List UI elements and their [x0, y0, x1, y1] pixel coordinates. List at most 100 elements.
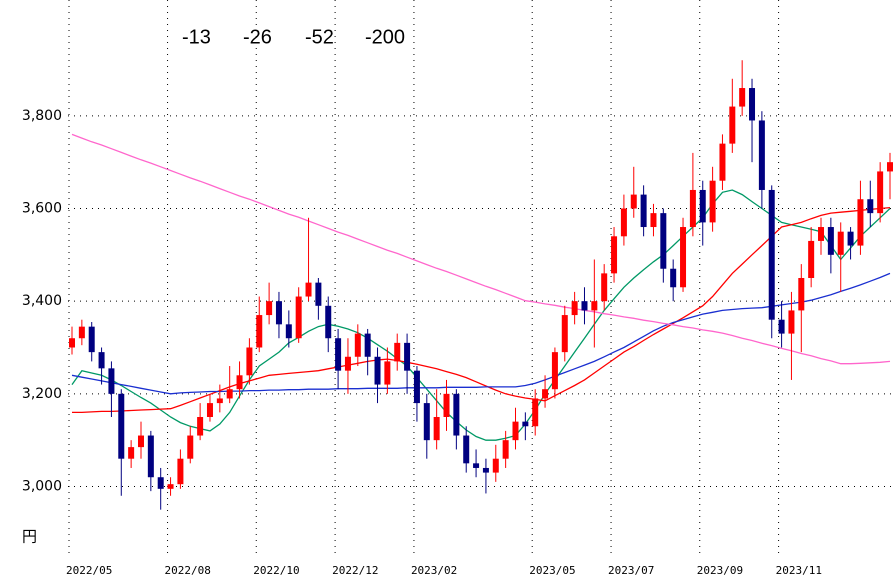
candle-body: [719, 143, 726, 181]
x-tick-label: 2022/08: [165, 564, 211, 577]
candle-body: [551, 352, 558, 390]
candle-body: [108, 368, 115, 394]
candle-body: [266, 301, 273, 316]
x-tick-label: 2023/09: [697, 564, 743, 577]
x-tick-label: 2022/12: [332, 564, 378, 577]
ma-line: [71, 189, 891, 441]
candle-body: [877, 171, 884, 214]
y-tick-label: 3,200: [22, 386, 62, 402]
x-tick-label: 2022/05: [66, 564, 112, 577]
candle-body: [463, 435, 470, 464]
candle-body: [660, 213, 667, 269]
y-unit: 円: [22, 528, 37, 546]
candle-body: [798, 278, 805, 311]
candle-body: [581, 301, 588, 311]
x-tick-label: 2023/07: [608, 564, 654, 577]
candle-body: [206, 403, 213, 417]
candle-body: [857, 199, 864, 246]
candle-body: [256, 315, 263, 348]
candle-body: [778, 319, 785, 334]
candle-body: [611, 236, 618, 274]
candle-body: [729, 106, 736, 144]
candle-body: [374, 356, 381, 385]
y-tick-label: 3,800: [22, 108, 62, 124]
candle-body: [867, 199, 874, 214]
y-tick-label: 3,400: [22, 293, 62, 309]
candle-body: [285, 324, 292, 339]
candle-body: [423, 403, 430, 441]
x-tick-label: 2023/05: [529, 564, 575, 577]
candle-body: [670, 268, 677, 288]
candle-body: [295, 296, 302, 339]
legend-entry: -200: [365, 26, 405, 48]
legend-entry: -13: [182, 26, 211, 48]
candle-body: [640, 194, 647, 228]
candle-body: [137, 435, 144, 448]
candle-body: [827, 227, 834, 255]
candle-body: [453, 393, 460, 436]
candle-body: [246, 347, 253, 376]
y-tick-label: 3,600: [22, 201, 62, 217]
candle-body: [325, 305, 332, 339]
candle-body: [344, 356, 351, 371]
candle-body: [226, 389, 233, 399]
candle-body: [847, 231, 854, 246]
candle-body: [433, 417, 440, 441]
candle-body: [561, 315, 568, 353]
candle-body: [571, 301, 578, 316]
legend-entry: -52: [305, 26, 334, 48]
candle-body: [768, 189, 775, 320]
candle-body: [512, 421, 519, 441]
candle-body: [591, 301, 598, 311]
candle-body: [364, 333, 371, 357]
candle-body: [394, 342, 401, 362]
legend-entry: -26: [243, 26, 272, 48]
candle-body: [187, 435, 194, 459]
candle-body: [473, 463, 480, 468]
x-tick-label: 2022/10: [253, 564, 299, 577]
candle-body: [88, 326, 95, 353]
candle-body: [275, 301, 282, 325]
candle-body: [788, 310, 795, 334]
candle-body: [542, 389, 549, 399]
candle-body: [78, 326, 85, 339]
candle-body: [157, 477, 164, 489]
candle-body: [413, 370, 420, 404]
candle-body: [808, 240, 815, 278]
candle-body: [482, 467, 489, 473]
candle-body: [650, 213, 657, 228]
candle-body: [818, 227, 825, 241]
candle-body: [384, 361, 391, 385]
candle-body: [177, 458, 184, 485]
candle-body: [128, 447, 135, 459]
candle-body: [167, 484, 174, 489]
candle-body: [492, 458, 499, 473]
candle-body: [216, 398, 223, 404]
candle-body: [680, 227, 687, 288]
candle-body: [404, 342, 411, 371]
candle-body: [197, 417, 204, 436]
candle-body: [601, 273, 608, 302]
candle-body: [709, 180, 716, 223]
candle-body: [758, 120, 765, 190]
candle-body: [739, 88, 746, 107]
candle-body: [749, 88, 756, 121]
candle-body: [689, 189, 696, 228]
candle-body: [630, 194, 637, 209]
ma-line: [72, 206, 891, 414]
x-tick-label: 2023/02: [411, 564, 457, 577]
candle-body: [118, 393, 125, 459]
candle-body: [69, 338, 75, 348]
candle-body: [620, 208, 627, 237]
candle-body: [98, 352, 105, 369]
x-tick-label: 2023/11: [776, 564, 822, 577]
candle-body: [699, 189, 706, 223]
candle-body: [837, 231, 844, 255]
candle-body: [887, 162, 893, 172]
ma-line: [71, 133, 891, 365]
ma-line: [71, 272, 891, 395]
candle-body: [335, 338, 342, 371]
candle-body: [147, 435, 154, 478]
candle-body: [236, 375, 243, 390]
